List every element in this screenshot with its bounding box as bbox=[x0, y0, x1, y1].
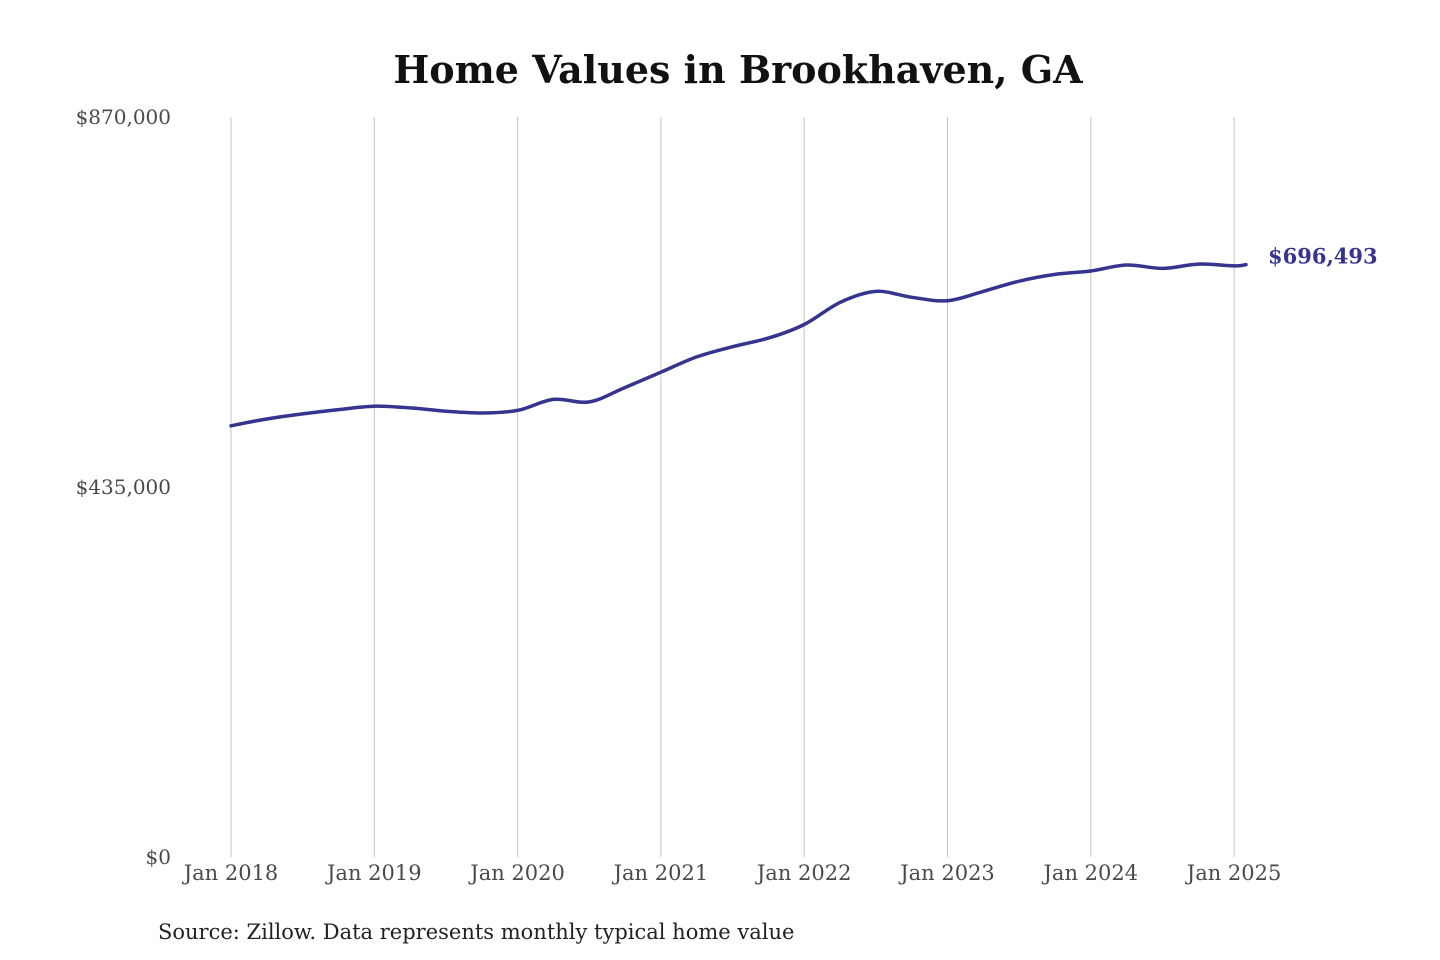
y-tick-label: $0 bbox=[146, 845, 171, 869]
x-tick-label: Jan 2025 bbox=[1185, 861, 1282, 885]
x-tick-label: Jan 2021 bbox=[612, 861, 709, 885]
x-tick-label: Jan 2018 bbox=[182, 861, 279, 885]
home-value-line bbox=[229, 262, 1248, 428]
x-axis-ticks: Jan 2018 Jan 2019 Jan 2020 Jan 2021 Jan 2022… bbox=[182, 861, 1282, 885]
source-note: Source: Zillow. Data represents monthly … bbox=[158, 920, 794, 944]
y-tick-label: $435,000 bbox=[76, 475, 171, 499]
y-tick-label: $870,000 bbox=[76, 105, 171, 129]
x-tick-label: Jan 2020 bbox=[468, 861, 565, 885]
x-tick-label: Jan 2019 bbox=[325, 861, 422, 885]
x-tick-label: Jan 2022 bbox=[755, 861, 852, 885]
chart-title: Home Values in Brookhaven, GA bbox=[393, 47, 1083, 92]
y-axis-ticks: $0 $435,000 $870,000 bbox=[76, 105, 171, 869]
x-tick-label: Jan 2024 bbox=[1042, 861, 1139, 885]
x-tick-label: Jan 2023 bbox=[898, 861, 995, 885]
latest-value-label: $696,493 bbox=[1268, 244, 1378, 269]
vertical-gridlines bbox=[230, 117, 1235, 857]
